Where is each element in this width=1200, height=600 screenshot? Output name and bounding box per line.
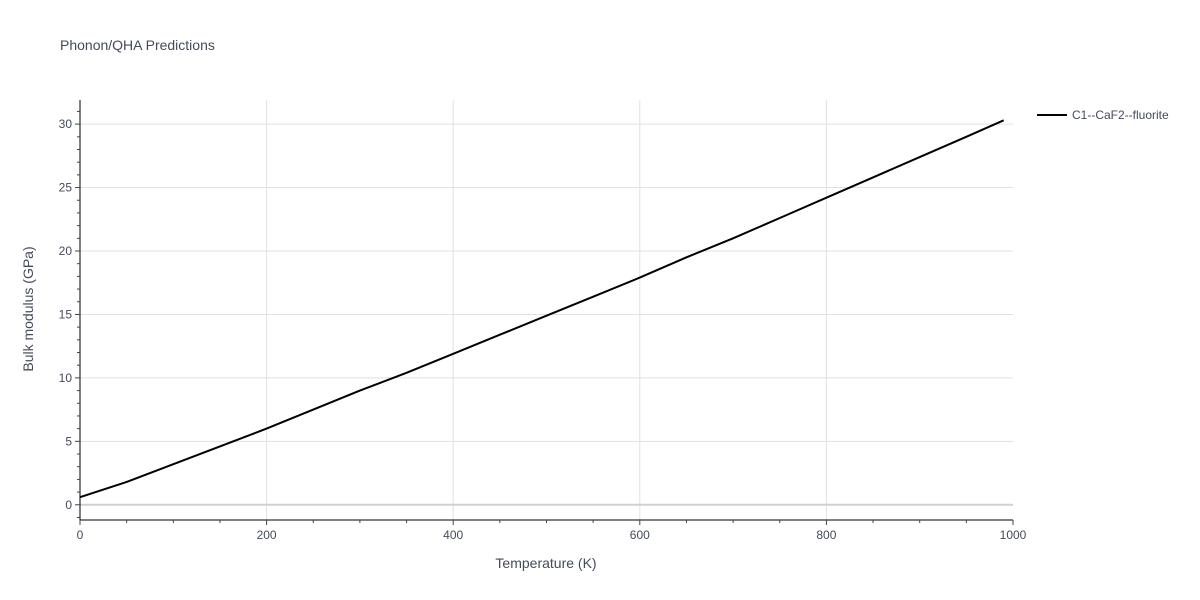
grid-lines: [80, 100, 1013, 520]
legend-label: C1--CaF2--fluorite: [1072, 108, 1169, 122]
chart-title: Phonon/QHA Predictions: [60, 37, 215, 53]
y-axis-title: Bulk modulus (GPa): [20, 246, 36, 371]
y-tick-label: 15: [59, 307, 73, 321]
x-tick-label: 200: [257, 528, 277, 542]
x-tick-label: 1000: [1000, 528, 1027, 542]
y-tick-label: 0: [65, 498, 72, 512]
series-line[interactable]: [79, 119, 1005, 499]
legend[interactable]: C1--CaF2--fluorite: [1037, 108, 1169, 122]
x-axis-title: Temperature (K): [495, 555, 596, 571]
x-tick-label: 600: [630, 528, 650, 542]
series-layer: [79, 119, 1005, 499]
x-tick-label: 400: [443, 528, 463, 542]
x-tick-label: 800: [816, 528, 836, 542]
x-tick-label: 0: [77, 528, 84, 542]
y-tick-label: 10: [59, 371, 73, 385]
y-tick-label: 25: [59, 181, 73, 195]
y-tick-label: 20: [59, 244, 73, 258]
y-tick-label: 30: [59, 117, 73, 131]
axes: 0 200 400 600 800 1000 0 5 10 15 20 25 30: [59, 100, 1027, 542]
y-tick-label: 5: [65, 434, 72, 448]
